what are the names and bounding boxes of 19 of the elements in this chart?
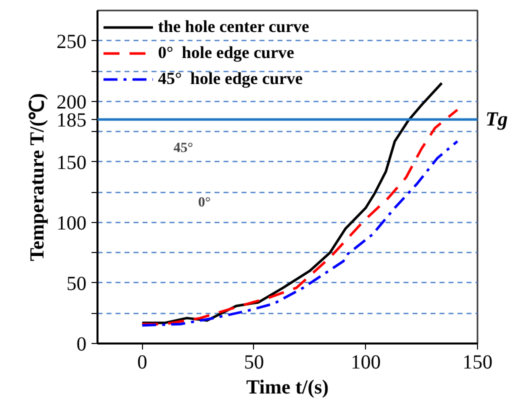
x-tick-label: 150 — [462, 352, 492, 374]
y-axis-title: Temperature T/(℃) — [26, 93, 48, 262]
annotation: 0° — [198, 195, 211, 210]
ref-line-label: Tg — [486, 108, 508, 130]
x-tick-label: 50 — [244, 352, 264, 374]
annotation: 45° — [174, 140, 194, 156]
legend-label: 0° hole edge curve — [158, 42, 294, 64]
y-tick-label: 100 — [56, 212, 86, 234]
y-tick-label: 250 — [56, 30, 86, 53]
y-tick-label: 0 — [76, 334, 86, 356]
x-axis-title: Time t/(s) — [246, 376, 329, 398]
line-series — [140, 108, 459, 326]
legend-label: the hole center curve — [158, 16, 310, 38]
y-tick-label: 150 — [56, 152, 86, 174]
legend-label: 45° hole edge curve — [158, 68, 303, 90]
x-tick-label: 100 — [350, 352, 381, 374]
y-tick-label: 50 — [66, 272, 86, 295]
x-tick-label: 0 — [137, 352, 148, 374]
line-series — [140, 140, 459, 327]
